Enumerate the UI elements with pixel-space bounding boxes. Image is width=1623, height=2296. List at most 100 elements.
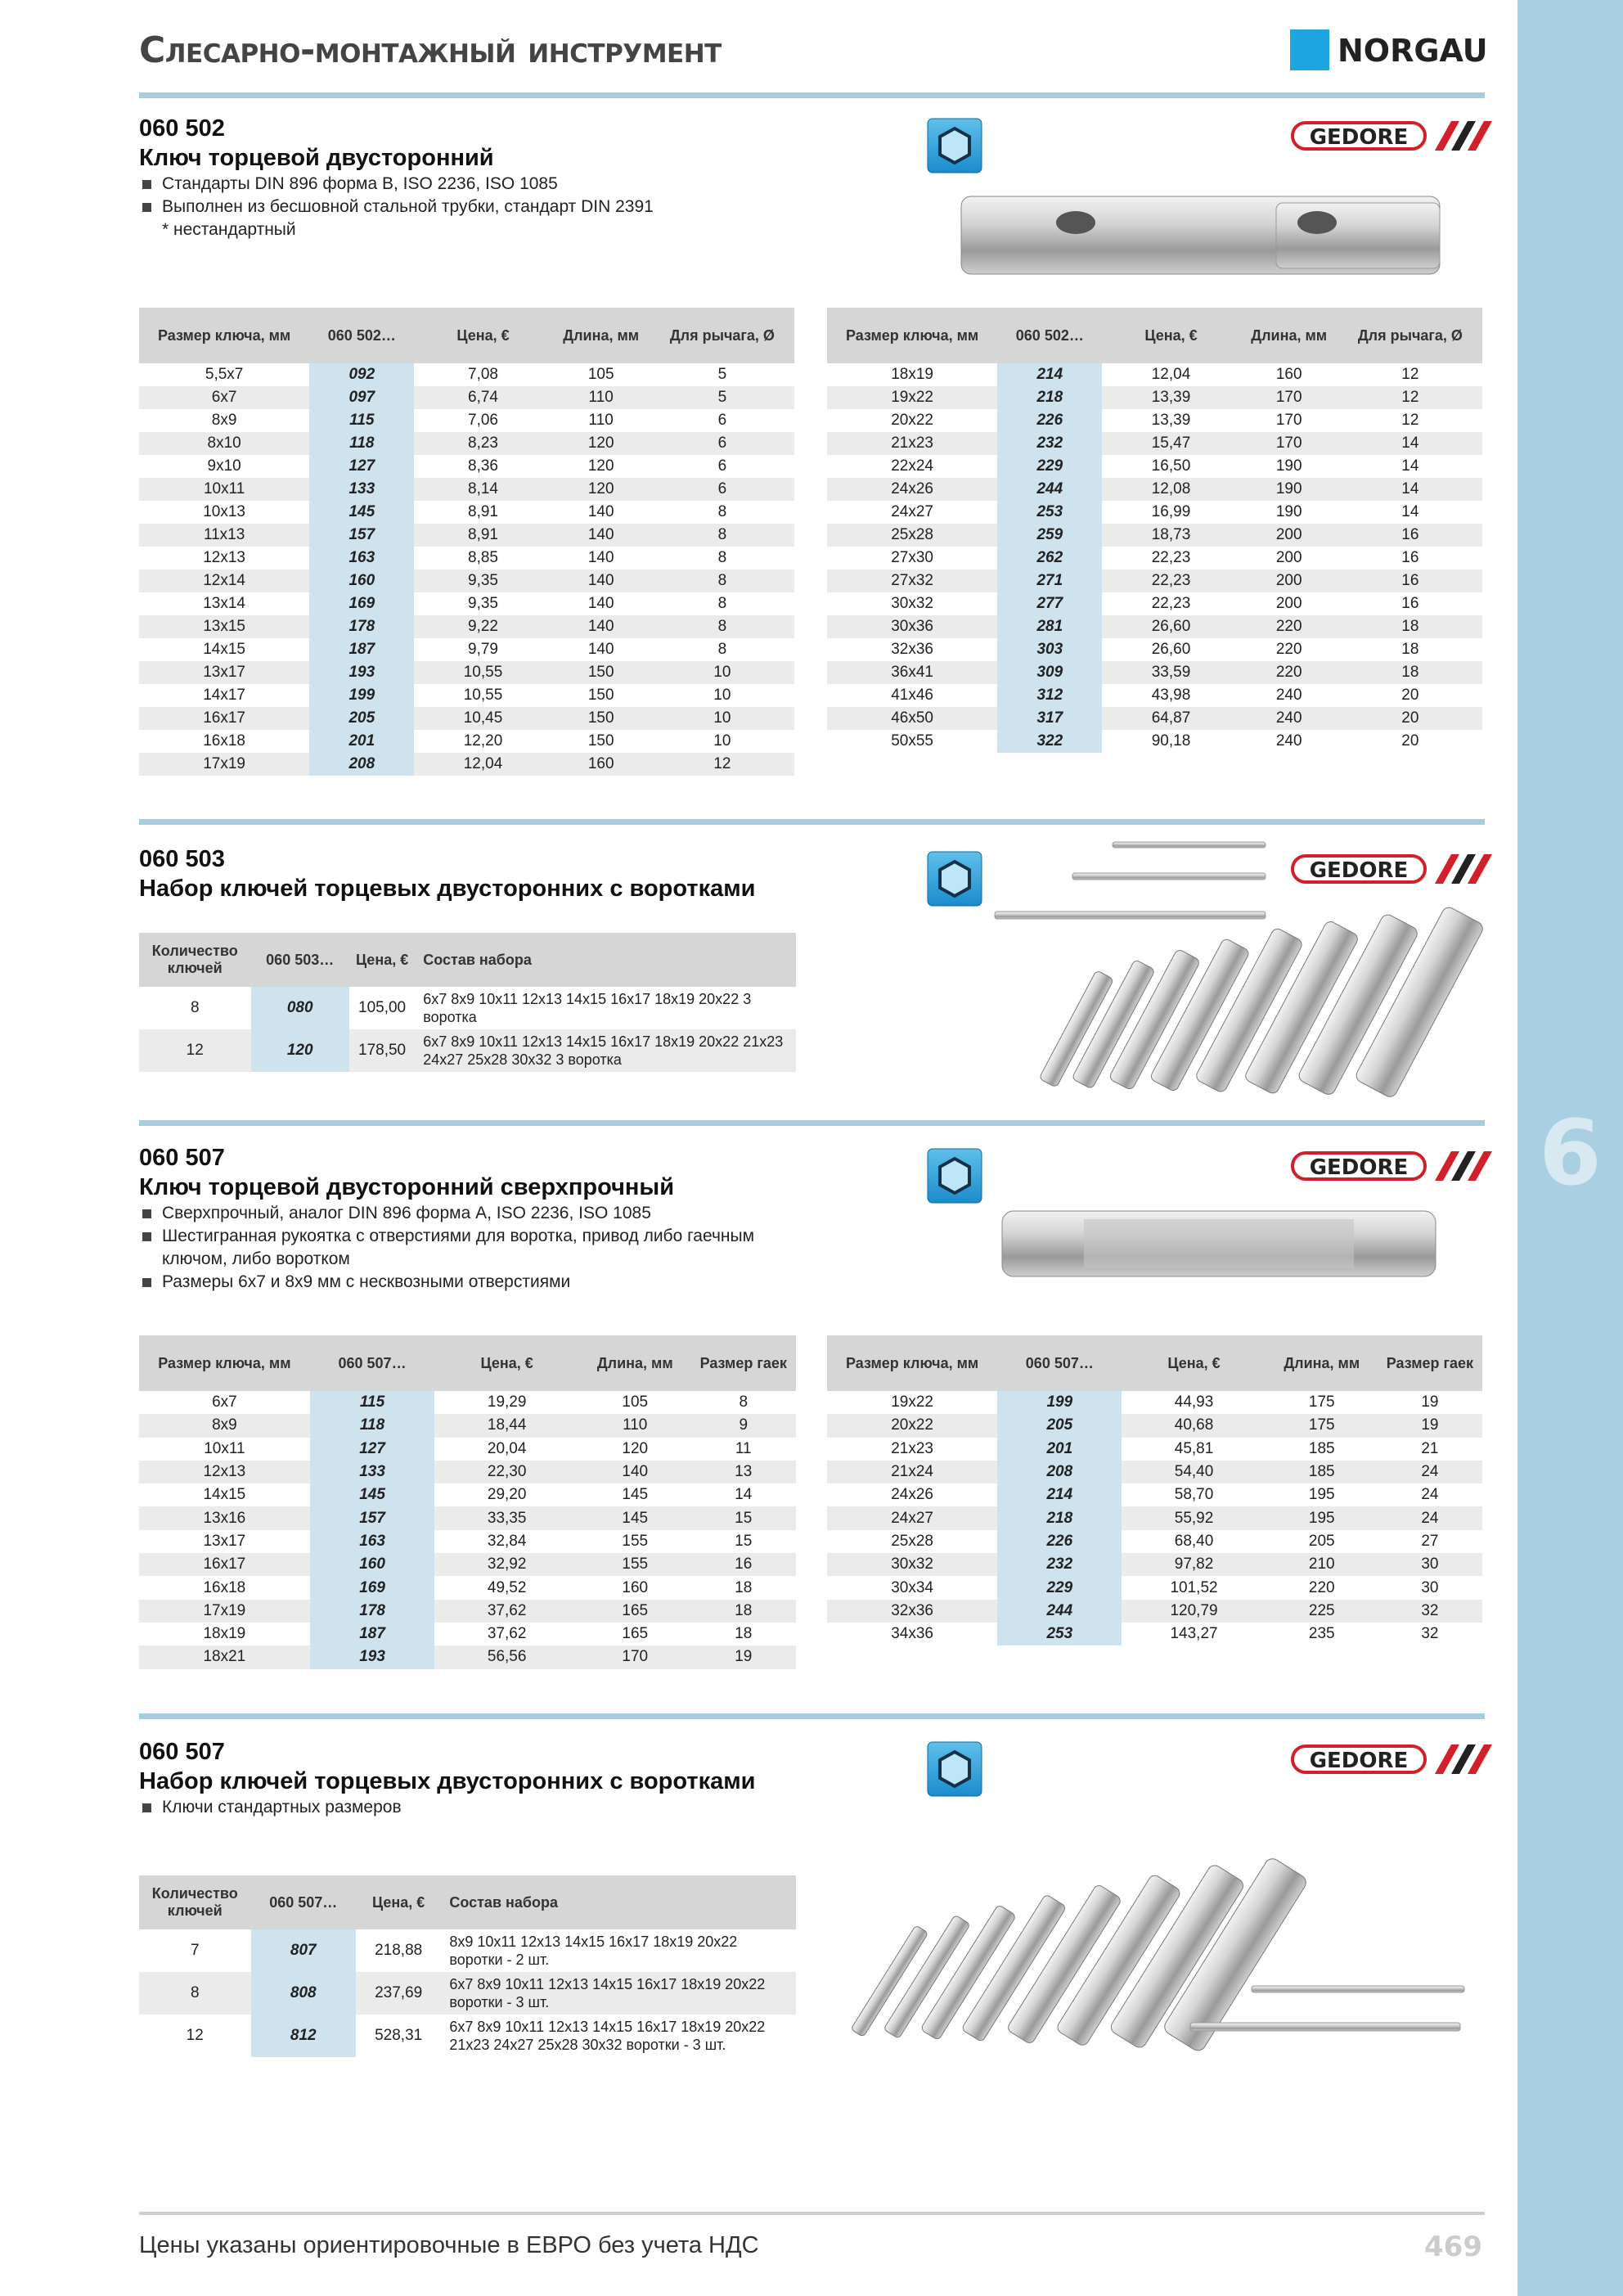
table-cell: 9,35 bbox=[414, 569, 552, 592]
table-cell: 8,23 bbox=[414, 432, 552, 455]
gedore-logo: GEDORE bbox=[1291, 1745, 1492, 1774]
table-cell: 32,84 bbox=[487, 1532, 527, 1550]
article-code: 208 bbox=[309, 753, 415, 776]
article-code: 244 bbox=[997, 478, 1103, 501]
tool-image bbox=[1001, 1210, 1436, 1277]
table-cell: 5 bbox=[717, 366, 727, 383]
table-row: 13x17 193 10,55 150 10 bbox=[139, 661, 794, 684]
table-cell: 44,93 bbox=[1174, 1393, 1214, 1411]
table-cell: 20 bbox=[1401, 687, 1419, 704]
header-row: Размер ключа, мм 060 502… Цена, € Длина, мм… bbox=[827, 308, 1482, 363]
table-row: 14x15 187 9,79 140 8 bbox=[139, 638, 794, 661]
article-code: 226 bbox=[997, 1529, 1122, 1554]
table-row: 16x18 169 49,52 160 18 bbox=[139, 1576, 796, 1600]
article-code: 214 bbox=[997, 363, 1103, 386]
footer-note: Цены указаны ориентировочные в ЕВРО без … bbox=[139, 2232, 759, 2258]
table-cell: 18,44 bbox=[434, 1414, 579, 1438]
column-header: Для рычага, Ø bbox=[650, 308, 794, 363]
table-row: 8x9 115 7,06 110 6 bbox=[139, 409, 794, 432]
section-code: 060 502 bbox=[139, 115, 225, 142]
article-code: 244 bbox=[997, 1599, 1122, 1623]
article-code: 277 bbox=[997, 592, 1103, 615]
table-row: 16x17 160 32,92 155 16 bbox=[139, 1553, 796, 1577]
table-cell: 220 bbox=[1308, 1578, 1335, 1596]
article-code: 120 bbox=[250, 1029, 349, 1072]
article-code: 163 bbox=[309, 1529, 435, 1554]
column-header: 060 502… bbox=[309, 308, 415, 363]
table-row: 30x32 232 97,82 210 30 bbox=[827, 1553, 1482, 1577]
column-header: Состав набора bbox=[441, 1875, 796, 1929]
table-cell: 10x13 bbox=[203, 503, 246, 520]
table-cell: 16x17 bbox=[139, 1553, 310, 1577]
table-row: 32x36 244 120,79 225 32 bbox=[827, 1599, 1482, 1623]
table-cell: 10 bbox=[650, 661, 794, 684]
bullet: Выполнен из бесшовной стальной трубки, с… bbox=[139, 196, 810, 218]
article-code: 205 bbox=[997, 1414, 1122, 1438]
badge-hex bbox=[938, 1749, 971, 1789]
tool-image bbox=[852, 1858, 1465, 2051]
table-cell: 19x22 bbox=[891, 1393, 934, 1411]
article-code: 178 bbox=[309, 615, 415, 638]
table-cell: 26,60 bbox=[1102, 615, 1240, 638]
table-cell: 150 bbox=[587, 732, 614, 750]
table-row: 5,5x7 092 7,08 105 5 bbox=[139, 363, 794, 386]
table-cell: 220 bbox=[1239, 615, 1338, 638]
logo-slash bbox=[1468, 1745, 1492, 1774]
article-code: 127 bbox=[309, 1437, 435, 1461]
table-cell: 6 bbox=[717, 457, 727, 475]
table-row: 11x13 157 8,91 140 8 bbox=[139, 524, 794, 547]
table-cell: 36x41 bbox=[827, 661, 998, 684]
table-cell: 27 bbox=[1421, 1532, 1439, 1550]
table-cell: 30 bbox=[1421, 1578, 1439, 1596]
table-cell: 9,35 bbox=[468, 595, 498, 612]
table-cell: 16,50 bbox=[1151, 457, 1191, 475]
table-cell: 10 bbox=[650, 707, 794, 730]
table-row: 32x36 303 26,60 220 18 bbox=[827, 638, 1482, 661]
table-cell: 30x32 bbox=[891, 595, 934, 612]
logo-text: GEDORE bbox=[1310, 1155, 1409, 1180]
table-cell: 20,04 bbox=[487, 1439, 527, 1457]
table-cell: 210 bbox=[1266, 1553, 1378, 1577]
article-code: 229 bbox=[997, 455, 1103, 478]
section-code: 060 507 bbox=[139, 1739, 225, 1765]
table-cell: 97,82 bbox=[1122, 1553, 1266, 1577]
badge-hex bbox=[938, 126, 971, 165]
column-header: Цена, € bbox=[355, 1875, 442, 1929]
table-cell: 24x27 bbox=[827, 1506, 998, 1530]
table-cell: 10 bbox=[713, 732, 731, 750]
table-cell: 205 bbox=[1308, 1532, 1335, 1550]
table-row: 21x23 232 15,47 170 14 bbox=[827, 432, 1482, 455]
logo-slash bbox=[1435, 1745, 1459, 1774]
table-cell: 16 bbox=[1401, 549, 1419, 566]
table-cell: 18 bbox=[1338, 615, 1482, 638]
table-cell: 195 bbox=[1266, 1506, 1378, 1530]
hex-badge bbox=[927, 851, 982, 907]
table-cell: 200 bbox=[1275, 595, 1302, 612]
table-cell: 12 bbox=[1401, 412, 1419, 429]
table-cell: 528,31 bbox=[375, 2027, 423, 2044]
bullet: Размеры 6x7 и 8x9 мм с несквозными отвер… bbox=[139, 1271, 810, 1294]
table-row: 12x13 133 22,30 140 13 bbox=[139, 1460, 796, 1484]
table-row: 9x10 127 8,36 120 6 bbox=[139, 455, 794, 478]
table-row: 19x22 199 44,93 175 19 bbox=[827, 1391, 1482, 1415]
page-number: 469 bbox=[1424, 2231, 1482, 2263]
table-cell: 19 bbox=[690, 1645, 796, 1669]
table-cell: 155 bbox=[578, 1553, 691, 1577]
table-cell: 6 bbox=[650, 432, 794, 455]
table-cell: 18x19 bbox=[203, 1625, 246, 1643]
table-cell: 105 bbox=[587, 366, 614, 383]
table-row: 6x7 097 6,74 110 5 bbox=[139, 386, 794, 409]
rule bbox=[139, 92, 1485, 98]
column-header: Размер ключа, мм bbox=[827, 1335, 998, 1391]
column-header: Количество ключей bbox=[139, 1875, 251, 1929]
article-code: 193 bbox=[309, 661, 415, 684]
logo-text: GEDORE bbox=[1310, 1749, 1409, 1773]
logo-slash bbox=[1451, 854, 1476, 884]
price-table: Размер ключа, мм 060 507… Цена, € Длина, мм… bbox=[139, 1335, 796, 1669]
table-cell: 8,91 bbox=[414, 524, 552, 547]
table-row: 19x22 218 13,39 170 12 bbox=[827, 386, 1482, 409]
article-code: 160 bbox=[309, 569, 415, 592]
table-cell: 165 bbox=[578, 1599, 691, 1623]
header-row: Количество ключей 060 503… Цена, € Состав н… bbox=[139, 933, 796, 987]
table-cell: 140 bbox=[578, 1460, 691, 1484]
